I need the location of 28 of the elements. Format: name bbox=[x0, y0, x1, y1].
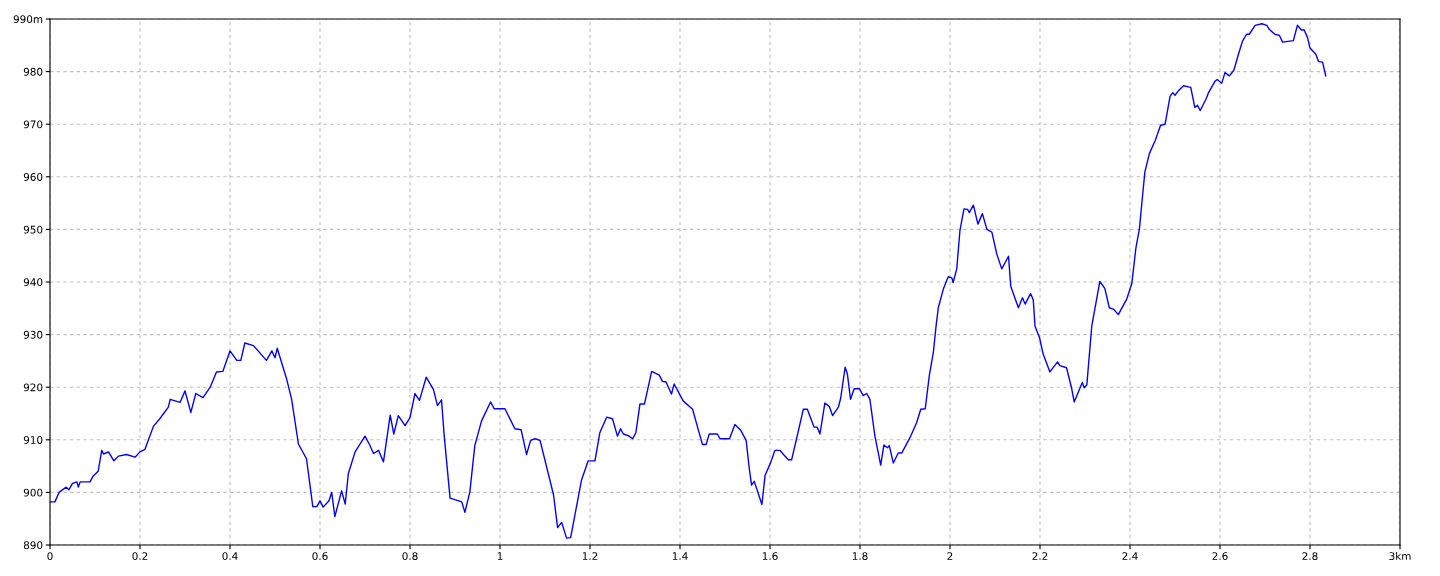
y-tick-label: 940 bbox=[23, 278, 43, 287]
y-tick-label: 990m bbox=[13, 15, 43, 24]
x-tick-label: 0.2 bbox=[132, 552, 148, 561]
x-tick-label: 2.8 bbox=[1302, 552, 1318, 561]
y-tick-label: 950 bbox=[23, 225, 43, 234]
x-tick-label: 1 bbox=[497, 552, 503, 560]
y-tick-label: 910 bbox=[23, 436, 43, 444]
y-tick-label: 980 bbox=[23, 67, 43, 76]
x-tick-label: 1.8 bbox=[852, 552, 868, 561]
y-tick-label: 920 bbox=[23, 383, 43, 392]
y-tick-label: 890 bbox=[23, 541, 43, 550]
x-tick-label: 2.2 bbox=[1032, 552, 1048, 560]
x-tick-label: 0.8 bbox=[402, 552, 418, 561]
x-tick-label: 0.4 bbox=[222, 552, 238, 561]
y-tick-label: 970 bbox=[23, 120, 43, 129]
x-tick-label: 1.6 bbox=[762, 552, 778, 561]
x-tick-label: 0.6 bbox=[312, 552, 328, 561]
x-tick-label: 3km bbox=[1389, 551, 1411, 561]
x-tick-label: 2.4 bbox=[1122, 552, 1138, 560]
x-tick-label: 0 bbox=[47, 552, 53, 561]
y-tick-label: 930 bbox=[23, 330, 43, 339]
y-tick-label: 900 bbox=[23, 488, 43, 497]
y-tick-label: 960 bbox=[23, 173, 43, 181]
x-tick-label: 1.2 bbox=[582, 552, 598, 560]
x-tick-label: 1.4 bbox=[672, 552, 688, 560]
line-series bbox=[50, 23, 1327, 539]
x-tick-label: 2 bbox=[947, 552, 953, 560]
x-tick-label: 2.6 bbox=[1212, 552, 1228, 561]
